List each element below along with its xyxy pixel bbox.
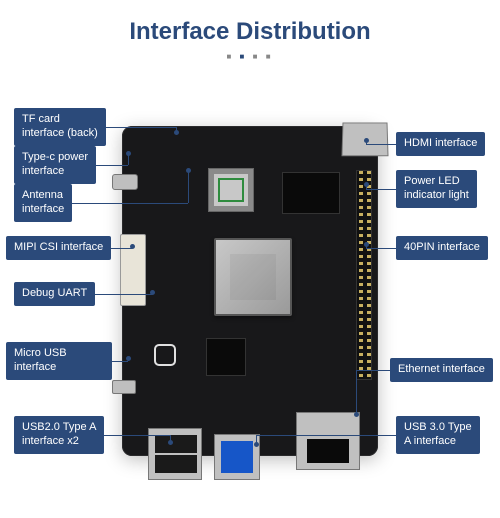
lead-line [356,370,390,371]
lead-dot-icon [150,290,155,295]
carousel-dots: ■ ■ ■ ■ [0,52,500,61]
soc-chip-icon [214,238,292,316]
label-antenna: Antenna interface [14,184,72,222]
lead-dot-icon [254,442,259,447]
lead-line [366,144,396,145]
dot-icon: ■ [266,52,274,61]
dot-icon: ■ [226,52,234,61]
dot-icon: ■ [253,52,261,61]
label-40pin: 40PIN interface [396,236,488,260]
lead-line [111,248,132,249]
label-type-c: Type-c power interface [14,146,96,184]
lead-line [95,294,152,295]
lead-line [256,435,396,436]
lead-dot-icon [364,138,369,143]
page-title: Interface Distribution [0,18,500,46]
lead-line [72,203,188,204]
typec-port-icon [112,174,138,190]
label-power-led: Power LED indicator light [396,170,477,208]
board-logo-icon [154,344,176,366]
lead-line [366,189,396,190]
label-micro-usb: Micro USB interface [6,342,112,380]
lead-dot-icon [126,151,131,156]
gpio-header-icon [356,170,372,380]
lead-line [106,127,176,128]
dot-icon: ■ [240,52,248,61]
lead-dot-icon [168,440,173,445]
usb3-port-icon [214,434,260,480]
ethernet-port-icon [296,412,360,470]
label-debug-uart: Debug UART [14,282,95,306]
lead-line [112,361,128,362]
lead-line [96,165,128,166]
lead-dot-icon [130,244,135,249]
lead-dot-icon [364,242,369,247]
ram-chip-icon [282,172,340,214]
lead-dot-icon [186,168,191,173]
lead-line [104,435,170,436]
label-usb2: USB2.0 Type A interface x2 [14,416,104,454]
wifi-chip-icon [208,168,254,212]
lead-dot-icon [354,412,359,417]
lead-line [366,248,396,249]
label-usb3: USB 3.0 Type A interface [396,416,480,454]
lead-line [188,170,189,203]
microusb-port-icon [112,380,136,394]
lead-dot-icon [174,130,179,135]
lead-dot-icon [364,182,369,187]
flash-chip-icon [206,338,246,376]
label-ethernet: Ethernet interface [390,358,493,382]
label-hdmi: HDMI interface [396,132,485,156]
diagram-stage: TF card interface (back)Type-c power int… [0,96,500,496]
board [122,126,378,456]
lead-dot-icon [126,356,131,361]
label-tf-card: TF card interface (back) [14,108,106,146]
label-mipi-csi: MIPI CSI interface [6,236,111,260]
lead-line [356,370,357,414]
